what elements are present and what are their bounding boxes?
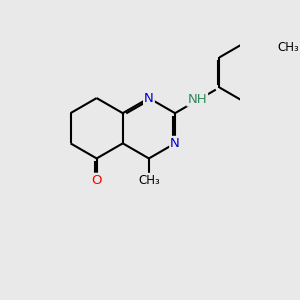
Text: CH₃: CH₃ — [278, 41, 299, 54]
Text: NH: NH — [188, 93, 207, 106]
Text: O: O — [92, 174, 102, 187]
Text: N: N — [144, 92, 154, 105]
Text: N: N — [170, 137, 180, 150]
Text: CH₃: CH₃ — [138, 174, 160, 187]
